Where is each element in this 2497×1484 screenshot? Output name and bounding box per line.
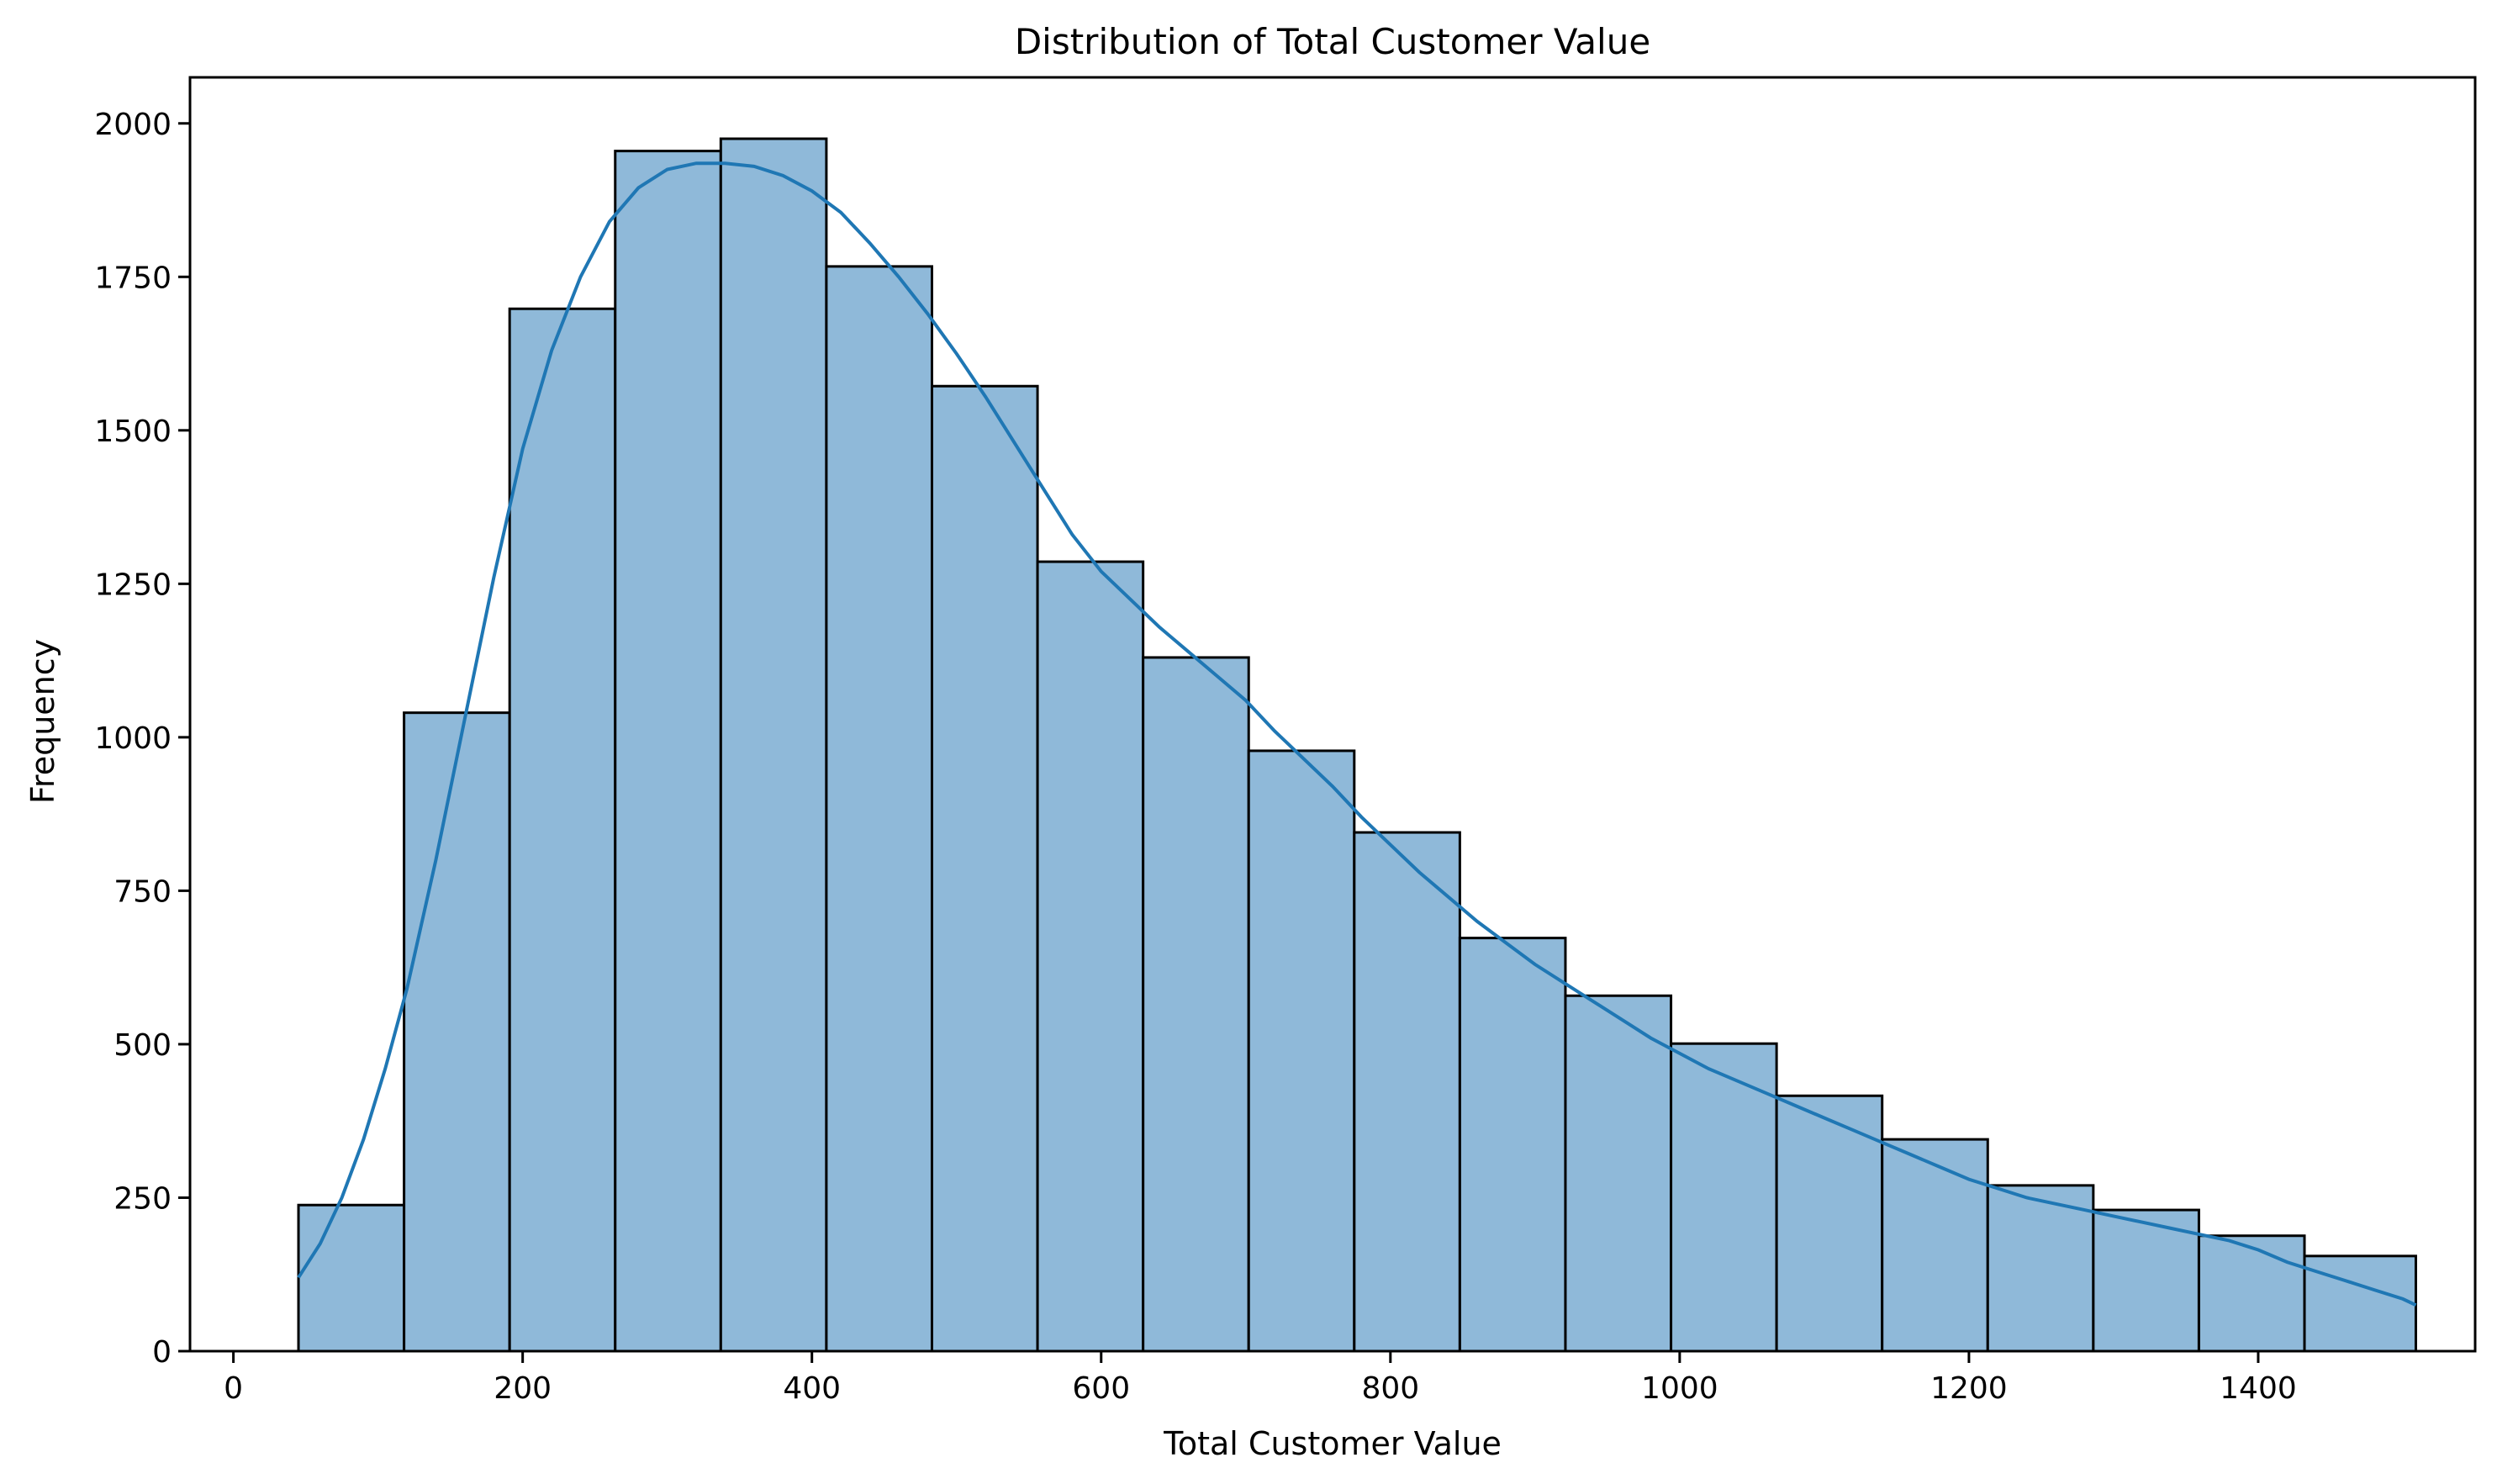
x-axis-label: Total Customer Value bbox=[1163, 1425, 1502, 1462]
x-tick-label-8: 1400 bbox=[2220, 1371, 2297, 1406]
y-axis-label: Frequency bbox=[24, 639, 61, 804]
histogram-bar-1 bbox=[297, 1203, 406, 1353]
histogram-bar-3 bbox=[508, 307, 617, 1353]
histogram-bar-8 bbox=[1036, 560, 1145, 1353]
histogram-bar-17 bbox=[1986, 1184, 2095, 1353]
histogram-bar-11 bbox=[1353, 831, 1461, 1353]
histogram-bar-2 bbox=[403, 711, 511, 1353]
chart-title: Distribution of Total Customer Value bbox=[1015, 21, 1650, 62]
y-tick-label-2: 250 bbox=[114, 1181, 172, 1216]
y-tick-label-5: 1000 bbox=[94, 721, 172, 756]
y-tick-label-6: 1250 bbox=[94, 568, 172, 602]
y-tick-label-3: 500 bbox=[114, 1028, 172, 1063]
ticks-layer: 0 200 400 600 800 1000 1200 1400 0 250 500 750 1000 1… bbox=[94, 108, 2296, 1406]
x-tick-label-2: 200 bbox=[494, 1371, 552, 1406]
x-tick-label-3: 400 bbox=[783, 1371, 841, 1406]
x-tick-label-1: 0 bbox=[224, 1371, 243, 1406]
x-tick-label-4: 600 bbox=[1072, 1371, 1130, 1406]
histogram-bar-14 bbox=[1670, 1042, 1778, 1353]
histogram-bar-7 bbox=[930, 384, 1039, 1353]
x-tick-label-6: 1000 bbox=[1641, 1371, 1718, 1406]
bars-layer bbox=[297, 137, 2417, 1353]
histogram-bar-4 bbox=[614, 150, 722, 1353]
histogram-bar-13 bbox=[1564, 994, 1673, 1353]
y-tick-label-4: 750 bbox=[114, 874, 172, 909]
histogram-bar-19 bbox=[2197, 1234, 2306, 1353]
y-tick-label-1: 0 bbox=[152, 1335, 172, 1370]
histogram-bar-16 bbox=[1881, 1138, 1989, 1353]
x-tick-label-7: 1200 bbox=[1930, 1371, 2008, 1406]
histogram-bar-12 bbox=[1458, 937, 1567, 1353]
histogram-bar-5 bbox=[719, 137, 828, 1353]
y-tick-label-7: 1500 bbox=[94, 415, 172, 449]
histogram-bar-6 bbox=[825, 265, 933, 1353]
histogram-bar-10 bbox=[1247, 749, 1356, 1353]
x-tick-label-5: 800 bbox=[1361, 1371, 1419, 1406]
histogram-bar-20 bbox=[2303, 1254, 2417, 1353]
kde-curve bbox=[297, 161, 2417, 1307]
histogram-bar-9 bbox=[1142, 656, 1250, 1353]
y-tick-label-8: 1750 bbox=[94, 261, 172, 295]
histogram-bar-18 bbox=[2092, 1208, 2200, 1353]
histogram-bar-15 bbox=[1775, 1094, 1884, 1353]
y-tick-label-9: 2000 bbox=[94, 108, 172, 142]
plot-frame bbox=[188, 76, 2477, 1353]
